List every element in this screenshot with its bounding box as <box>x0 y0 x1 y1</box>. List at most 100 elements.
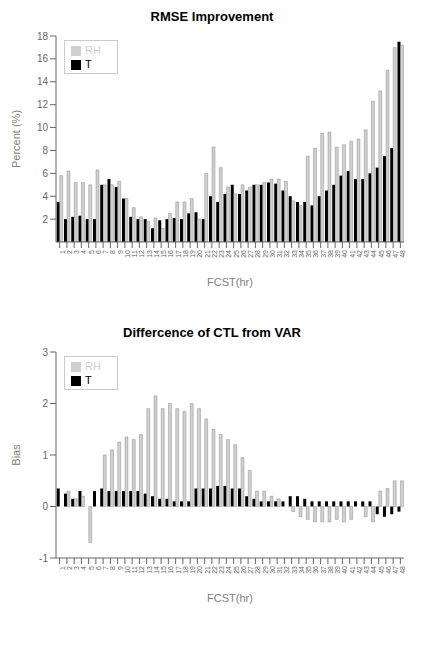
svg-text:3: 3 <box>73 250 80 254</box>
svg-text:27: 27 <box>247 566 254 574</box>
svg-text:28: 28 <box>254 250 261 258</box>
svg-text:42: 42 <box>356 250 363 258</box>
svg-text:48: 48 <box>399 250 406 258</box>
svg-text:14: 14 <box>153 566 160 574</box>
svg-text:35: 35 <box>305 250 312 258</box>
svg-text:18: 18 <box>182 566 189 574</box>
svg-text:30: 30 <box>269 250 276 258</box>
svg-text:30: 30 <box>269 566 276 574</box>
svg-text:47: 47 <box>392 566 399 574</box>
svg-text:11: 11 <box>131 566 138 573</box>
svg-text:2: 2 <box>42 214 48 225</box>
svg-text:24: 24 <box>225 566 232 574</box>
svg-text:41: 41 <box>349 566 356 574</box>
svg-text:6: 6 <box>95 566 102 570</box>
svg-text:25: 25 <box>233 250 240 258</box>
svg-text:29: 29 <box>262 566 269 574</box>
svg-text:28: 28 <box>254 566 261 574</box>
svg-text:39: 39 <box>334 566 341 574</box>
svg-text:0: 0 <box>42 501 48 512</box>
svg-text:16: 16 <box>37 53 49 64</box>
svg-text:32: 32 <box>283 250 290 258</box>
svg-text:16: 16 <box>167 566 174 574</box>
svg-text:2: 2 <box>66 566 73 570</box>
svg-text:15: 15 <box>160 566 167 574</box>
svg-text:33: 33 <box>291 250 298 258</box>
svg-text:12: 12 <box>138 250 145 258</box>
svg-text:12: 12 <box>138 566 145 574</box>
svg-text:Percent (%): Percent (%) <box>10 110 22 168</box>
svg-text:21: 21 <box>204 566 211 574</box>
svg-text:18: 18 <box>182 250 189 258</box>
svg-text:44: 44 <box>370 566 377 574</box>
svg-text:16: 16 <box>167 250 174 258</box>
svg-text:4: 4 <box>80 250 87 254</box>
svg-text:6: 6 <box>42 168 48 179</box>
svg-text:22: 22 <box>211 566 218 574</box>
svg-text:2: 2 <box>66 250 73 254</box>
svg-text:10: 10 <box>124 566 131 574</box>
svg-text:3: 3 <box>73 566 80 570</box>
svg-text:36: 36 <box>312 250 319 258</box>
svg-text:38: 38 <box>327 566 334 574</box>
svg-text:44: 44 <box>370 250 377 258</box>
svg-text:42: 42 <box>356 566 363 574</box>
svg-text:13: 13 <box>146 250 153 258</box>
svg-text:46: 46 <box>385 566 392 574</box>
svg-text:7: 7 <box>102 566 109 570</box>
svg-text:19: 19 <box>189 566 196 574</box>
svg-text:37: 37 <box>320 566 327 574</box>
svg-text:35: 35 <box>305 566 312 574</box>
svg-text:41: 41 <box>349 250 356 258</box>
svg-text:-1: -1 <box>39 553 48 564</box>
svg-text:13: 13 <box>146 566 153 574</box>
svg-text:29: 29 <box>262 250 269 258</box>
svg-text:9: 9 <box>117 566 124 570</box>
svg-text:9: 9 <box>117 250 124 254</box>
svg-text:24: 24 <box>225 250 232 258</box>
svg-text:4: 4 <box>80 566 87 570</box>
svg-text:10: 10 <box>124 250 131 258</box>
svg-text:5: 5 <box>88 566 95 570</box>
svg-text:FCST(hr): FCST(hr) <box>207 592 253 604</box>
svg-text:8: 8 <box>109 250 116 254</box>
svg-text:20: 20 <box>196 566 203 574</box>
svg-text:17: 17 <box>175 566 182 574</box>
svg-text:8: 8 <box>42 145 48 156</box>
svg-text:4: 4 <box>42 191 48 202</box>
svg-text:26: 26 <box>240 566 247 574</box>
svg-text:1: 1 <box>59 566 66 570</box>
svg-text:25: 25 <box>233 566 240 574</box>
svg-text:3: 3 <box>42 347 48 358</box>
svg-text:38: 38 <box>327 250 334 258</box>
svg-text:2: 2 <box>42 398 48 409</box>
svg-text:32: 32 <box>283 566 290 574</box>
svg-text:5: 5 <box>88 250 95 254</box>
svg-text:21: 21 <box>204 250 211 258</box>
svg-text:45: 45 <box>378 566 385 574</box>
svg-text:8: 8 <box>109 566 116 570</box>
svg-text:31: 31 <box>276 250 283 258</box>
svg-text:45: 45 <box>378 250 385 258</box>
svg-text:39: 39 <box>334 250 341 258</box>
svg-text:18: 18 <box>37 31 49 42</box>
svg-text:Bias: Bias <box>10 444 22 466</box>
svg-text:37: 37 <box>320 250 327 258</box>
svg-text:14: 14 <box>153 250 160 258</box>
svg-text:15: 15 <box>160 250 167 258</box>
svg-text:23: 23 <box>218 250 225 258</box>
svg-text:20: 20 <box>196 250 203 258</box>
svg-text:26: 26 <box>240 250 247 258</box>
svg-text:34: 34 <box>298 566 305 574</box>
svg-text:14: 14 <box>37 76 49 87</box>
svg-text:22: 22 <box>211 250 218 258</box>
svg-text:48: 48 <box>399 566 406 574</box>
svg-text:43: 43 <box>363 250 370 258</box>
svg-text:31: 31 <box>276 566 283 574</box>
svg-text:40: 40 <box>341 566 348 574</box>
svg-text:47: 47 <box>392 250 399 258</box>
svg-text:19: 19 <box>189 250 196 258</box>
svg-text:33: 33 <box>291 566 298 574</box>
svg-text:23: 23 <box>218 566 225 574</box>
svg-text:FCST(hr): FCST(hr) <box>207 276 253 288</box>
